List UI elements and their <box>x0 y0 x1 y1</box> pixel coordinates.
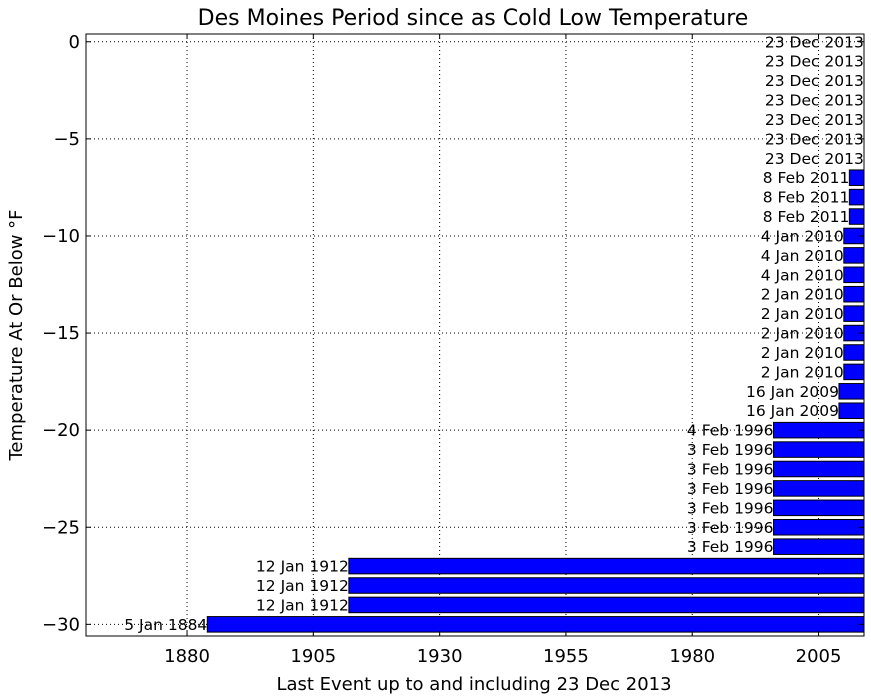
bar-label-0: 23 Dec 2013 <box>765 33 864 51</box>
bar-label-14: 2 Jan 2010 <box>761 305 844 323</box>
x-tick-labels: 1880 1905 1930 1955 1980 2005 <box>164 646 841 667</box>
bar-label-19: 16 Jan 2009 <box>746 402 839 420</box>
bar-25 <box>773 518 865 536</box>
bar-label-13: 2 Jan 2010 <box>761 286 844 304</box>
bar-label-8: 8 Feb 2011 <box>763 189 850 207</box>
bar-13 <box>843 285 865 303</box>
bar-29 <box>348 596 865 614</box>
bar-7 <box>848 169 865 186</box>
bar-18 <box>838 383 865 400</box>
bar-label-20: 4 Feb 1996 <box>687 422 774 440</box>
bar-label-22: 3 Feb 1996 <box>687 460 774 478</box>
bar-8 <box>848 188 865 206</box>
bar-17 <box>843 363 865 381</box>
bar-20 <box>773 421 865 439</box>
bar-label-9: 8 Feb 2011 <box>763 208 850 226</box>
bar-label-7: 8 Feb 2011 <box>763 169 850 187</box>
bar-12 <box>843 266 865 284</box>
x-tick-label: 2005 <box>796 646 842 667</box>
bar-label-16: 2 Jan 2010 <box>761 344 844 362</box>
bar-label-12: 4 Jan 2010 <box>761 266 844 284</box>
bar-30 <box>206 616 865 633</box>
x-axis-label: Last Event up to and including 23 Dec 20… <box>276 674 671 695</box>
x-tick-label: 1905 <box>290 646 336 667</box>
bars <box>206 169 865 633</box>
bar-label-11: 4 Jan 2010 <box>761 247 844 265</box>
bar-label-23: 3 Feb 1996 <box>687 480 774 498</box>
y-tick-label: −20 <box>42 420 80 441</box>
y-tick-label: −5 <box>53 129 80 150</box>
bar-label-27: 12 Jan 1912 <box>256 558 349 576</box>
y-axis-label: Temperature At Or Below °F <box>6 209 27 461</box>
chart-title: Des Moines Period since as Cold Low Temp… <box>198 6 749 31</box>
x-tick-label: 1955 <box>543 646 589 667</box>
bar-28 <box>348 577 865 594</box>
y-tick-label: −10 <box>42 226 80 247</box>
bar-label-3: 23 Dec 2013 <box>765 92 864 110</box>
y-tick-label: −30 <box>42 614 80 635</box>
bar-label-28: 12 Jan 1912 <box>256 577 349 595</box>
plot-frame <box>85 33 865 637</box>
bar-label-15: 2 Jan 2010 <box>761 325 844 343</box>
bar-19 <box>838 402 865 420</box>
x-tick-label: 1930 <box>417 646 463 667</box>
bar-label-25: 3 Feb 1996 <box>687 519 774 537</box>
bar-11 <box>843 247 865 264</box>
bar-22 <box>773 460 865 478</box>
bar-label-26: 3 Feb 1996 <box>687 538 774 556</box>
axis-ticks <box>86 34 864 636</box>
bar-21 <box>773 441 865 458</box>
y-tick-labels: 0 −5 −10 −15 −20 −25 −30 <box>42 32 80 636</box>
x-tick-label: 1980 <box>669 646 715 667</box>
bar-24 <box>773 499 865 517</box>
bar-label-6: 23 Dec 2013 <box>765 150 864 168</box>
bar-label-5: 23 Dec 2013 <box>765 130 864 148</box>
bar-label-17: 2 Jan 2010 <box>761 363 844 381</box>
y-tick-label: −15 <box>42 323 80 344</box>
bar-label-24: 3 Feb 1996 <box>687 499 774 517</box>
bar-27 <box>348 557 865 575</box>
bar-23 <box>773 480 865 497</box>
y-tick-label: 0 <box>69 32 80 53</box>
bar-label-10: 4 Jan 2010 <box>761 227 844 245</box>
y-tick-label: −25 <box>42 517 80 538</box>
bar-26 <box>773 538 865 555</box>
bar-label-30: 5 Jan 1884 <box>124 616 207 634</box>
bar-14 <box>843 305 865 322</box>
x-tick-label: 1880 <box>164 646 210 667</box>
bar-label-1: 23 Dec 2013 <box>765 53 864 71</box>
bar-label-2: 23 Dec 2013 <box>765 72 864 90</box>
bar-label-18: 16 Jan 2009 <box>746 383 839 401</box>
bar-9 <box>848 208 865 225</box>
bar-label-29: 12 Jan 1912 <box>256 596 349 614</box>
bar-label-4: 23 Dec 2013 <box>765 111 864 129</box>
bar-16 <box>843 344 865 361</box>
bar-label-21: 3 Feb 1996 <box>687 441 774 459</box>
